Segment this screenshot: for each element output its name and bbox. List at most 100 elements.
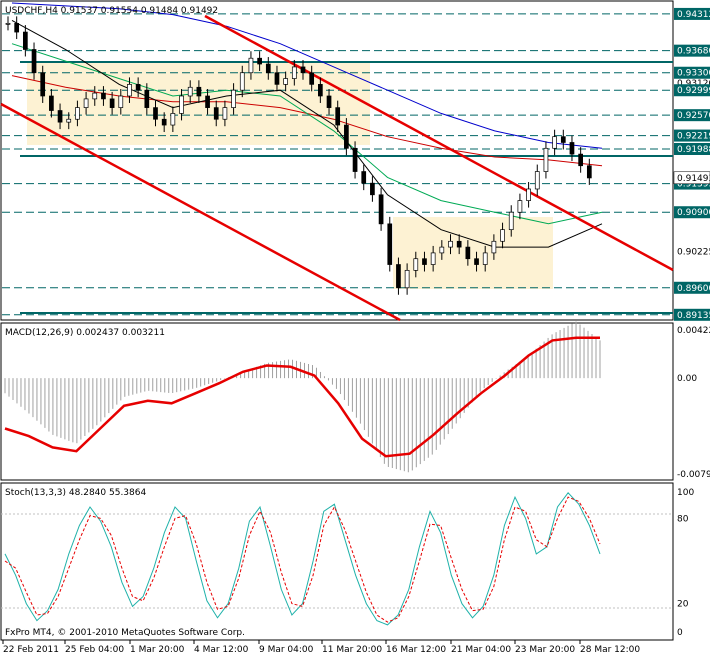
candle-body	[335, 107, 341, 126]
current-price-marker	[673, 171, 710, 185]
candle-body	[135, 84, 141, 91]
candle-body	[109, 98, 115, 108]
candle-body	[239, 72, 245, 91]
candle-body	[205, 95, 210, 108]
candle-body	[5, 22, 11, 25]
level-lines	[2, 13, 672, 316]
macd-tick-label: 0.00422	[677, 326, 710, 336]
candle-body	[153, 107, 158, 120]
candle-body	[569, 142, 575, 155]
candle-body	[170, 113, 176, 126]
candle-body	[430, 252, 436, 265]
candle-body	[179, 95, 184, 114]
price-tick-label: 0.91988	[677, 145, 710, 155]
candle-body	[144, 89, 150, 108]
moving-average-line	[11, 2, 603, 149]
candle-body	[75, 107, 80, 120]
candle-body	[309, 72, 315, 85]
candle-body	[14, 22, 20, 33]
candle-body	[344, 124, 349, 149]
macd-tick-label: -0.00793	[677, 470, 710, 480]
candle-body	[352, 147, 358, 172]
candle-body	[118, 95, 124, 108]
macd-tick-label: 0.00	[677, 374, 697, 384]
level-label-bg	[674, 44, 710, 57]
candle-body	[474, 258, 479, 265]
price-tick-label: 0.90225	[677, 247, 710, 257]
macd-panel: MACD(12,26,9) 0.002437 0.003211	[0, 321, 674, 481]
candle-body	[552, 136, 557, 149]
candle-body	[500, 229, 505, 242]
consolidation-zone-lower	[393, 217, 553, 289]
price-title: USDCHF,H4 0.91537 0.91554 0.91484 0.9149…	[5, 6, 218, 16]
stoch-main-line	[4, 492, 601, 626]
price-panel-frame	[0, 0, 674, 321]
candle-body	[491, 240, 497, 254]
upper-trendline	[204, 14, 674, 272]
lower-trendline	[0, 102, 401, 322]
level-label-bg	[674, 129, 710, 142]
stoch-tick-label: 0	[677, 628, 683, 638]
candle-body	[370, 182, 375, 196]
candle-body	[300, 66, 306, 74]
price-tick-label: 0.91393	[677, 180, 710, 190]
candle-body	[586, 165, 592, 179]
level-label-bg	[674, 206, 710, 219]
candle-body	[326, 95, 332, 108]
moving-average-line	[11, 43, 603, 225]
candle-body	[187, 86, 193, 97]
candle-body	[274, 72, 280, 85]
candle-body	[257, 57, 262, 65]
level-label-bg	[674, 66, 710, 79]
candle-body	[482, 252, 488, 265]
level-label-bg	[674, 308, 710, 321]
candle-body	[23, 31, 28, 50]
stoch-tick-label: 20	[677, 600, 689, 610]
candle-body	[508, 211, 514, 231]
candle-body	[448, 240, 453, 248]
candle-body	[404, 269, 410, 289]
candle-body	[231, 89, 236, 108]
candle-body	[196, 86, 202, 97]
stoch-title: Stoch(13,3,3) 48.2840 55.3864	[5, 488, 146, 498]
time-tick-label: 16 Mar 12:00	[386, 645, 446, 655]
candle-body	[92, 92, 98, 100]
time-tick-label: 21 Mar 04:00	[451, 645, 511, 655]
time-tick-label: 28 Mar 12:00	[580, 645, 640, 655]
candle-body	[361, 171, 367, 184]
stoch-tick-label: 100	[677, 488, 694, 498]
candle-body	[422, 258, 427, 265]
candle-body	[456, 240, 462, 248]
time-tick-label: 9 Mar 04:00	[259, 645, 314, 655]
candle-body	[465, 246, 471, 260]
candle-body	[31, 49, 37, 74]
candles	[5, 16, 592, 295]
time-tick-label: 4 Mar 12:00	[194, 645, 249, 655]
time-tick-label: 23 Mar 20:00	[515, 645, 575, 655]
moving-averages	[11, 2, 603, 248]
level-label-bg	[674, 281, 710, 294]
candle-body	[265, 63, 271, 74]
candle-body	[127, 84, 132, 97]
candle-body	[161, 118, 167, 126]
candle-body	[57, 110, 63, 123]
level-label-bg	[674, 109, 710, 122]
level-label-bg	[674, 84, 710, 97]
stoch-signal-line	[4, 496, 601, 623]
candle-body	[83, 98, 89, 108]
consolidation-zone-upper	[27, 63, 370, 145]
candle-body	[66, 118, 72, 123]
stoch-panel: Stoch(13,3,3) 48.2840 55.3864 FxPro MT4,…	[0, 482, 674, 641]
time-axis: 22 Feb 2011 25 Feb 04:00 1 Mar 20:00 4 Mar …	[2, 640, 640, 655]
stoch-tick-label: 80	[677, 514, 689, 524]
macd-axis: 0.00422 0.00 -0.00793	[677, 326, 710, 480]
price-tick-label: 0.89135	[677, 311, 710, 321]
candle-body	[283, 78, 288, 85]
candle-body	[560, 136, 566, 143]
